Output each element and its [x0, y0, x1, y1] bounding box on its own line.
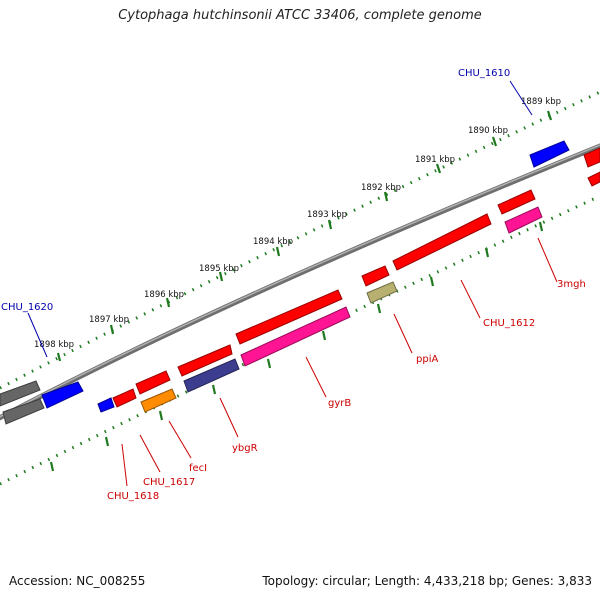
leader-3mgh — [537, 237, 558, 283]
tick-label-1898: 1898 kbp — [34, 340, 74, 350]
leader-gyrb — [305, 356, 327, 398]
tick-label-1891: 1891 kbp — [415, 155, 455, 165]
gene-label-chu1618[interactable]: CHU_1618 — [107, 491, 159, 502]
gene-label-chu1617[interactable]: CHU_1617 — [143, 477, 195, 488]
tick-label-1894: 1894 kbp — [253, 237, 293, 247]
gene-feature[interactable] — [583, 147, 600, 168]
gene-label-chu1610[interactable]: CHU_1610 — [458, 68, 510, 79]
gene-feature[interactable] — [240, 306, 351, 367]
leader-chu1618 — [121, 443, 128, 487]
leader-chu1617 — [139, 434, 161, 473]
tick-label-1897: 1897 kbp — [89, 315, 129, 325]
genes-lower-strand — [140, 206, 543, 413]
leader-chu1610 — [509, 80, 533, 116]
tick-label-1896: 1896 kbp — [144, 290, 184, 300]
gene-feature[interactable] — [177, 344, 233, 377]
tick-label-1893: 1893 kbp — [307, 210, 347, 220]
leader-chu1612 — [460, 279, 481, 319]
accession-text: Accession: NC_008255 — [9, 574, 146, 588]
gene-feature[interactable] — [112, 388, 137, 408]
gene-feature[interactable] — [183, 358, 240, 393]
gene-feature[interactable] — [587, 171, 600, 187]
major-ticks-lower — [49, 221, 544, 472]
gene-feature[interactable] — [135, 370, 171, 395]
map-title: Cytophaga hutchinsonii ATCC 33406, compl… — [118, 8, 482, 23]
gene-label-chu1612[interactable]: CHU_1612 — [483, 318, 535, 329]
gene-feature[interactable] — [361, 265, 390, 287]
gene-feature[interactable] — [140, 388, 177, 413]
genome-summary-text: Topology: circular; Length: 4,433,218 bp… — [262, 574, 592, 588]
leader-feci — [168, 420, 192, 459]
gene-label-chu1620[interactable]: CHU_1620 — [1, 302, 53, 313]
gene-feature[interactable] — [97, 397, 115, 413]
tick-label-1895: 1895 kbp — [199, 264, 239, 274]
gene-feature[interactable] — [497, 189, 536, 215]
gene-feature[interactable] — [235, 289, 343, 345]
leader-ybgr — [219, 397, 239, 438]
gene-feature[interactable] — [2, 398, 45, 425]
tick-label-1890: 1890 kbp — [468, 126, 508, 136]
tick-label-1889: 1889 kbp — [521, 97, 561, 107]
gene-label-feci[interactable]: fecI — [189, 463, 207, 474]
gene-label-3mgh[interactable]: 3mgh — [557, 279, 586, 290]
leader-chu1620 — [27, 312, 48, 358]
genes-upper-strand — [0, 140, 600, 425]
gene-label-gyrb[interactable]: gyrB — [328, 398, 351, 409]
gene-feature[interactable] — [529, 140, 570, 168]
gene-feature[interactable] — [0, 380, 41, 407]
leader-ppia — [393, 313, 413, 354]
major-ticks-upper — [56, 110, 553, 362]
gene-feature[interactable] — [41, 381, 84, 409]
genome-backbone — [0, 143, 600, 421]
tick-row-upper — [0, 90, 600, 390]
tick-label-1892: 1892 kbp — [361, 183, 401, 193]
gene-label-ybgr[interactable]: ybgR — [232, 443, 258, 454]
gene-label-ppia[interactable]: ppiA — [416, 354, 438, 365]
gene-feature[interactable] — [366, 281, 398, 304]
gene-feature[interactable] — [392, 213, 492, 271]
gene-feature[interactable] — [504, 206, 543, 234]
